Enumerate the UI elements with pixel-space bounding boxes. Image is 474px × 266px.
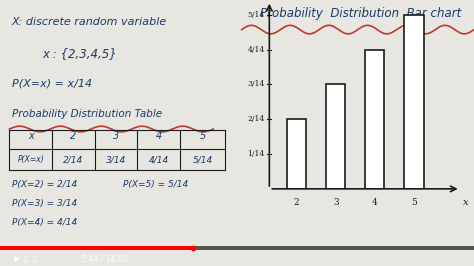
Text: x: x (28, 131, 34, 141)
Text: 4/14: 4/14 (149, 155, 169, 164)
Text: Probability Distribution Table: Probability Distribution Table (12, 109, 162, 119)
Text: 4/14: 4/14 (247, 45, 264, 53)
Text: 1/14: 1/14 (247, 150, 264, 158)
Bar (193, 246, 474, 250)
Text: 5:44 / 14:05: 5:44 / 14:05 (81, 254, 128, 263)
Text: P(X=x): P(X=x) (18, 155, 44, 164)
Text: 4: 4 (155, 131, 162, 141)
Text: X: discrete random variable: X: discrete random variable (12, 16, 167, 27)
Text: 5: 5 (411, 198, 417, 207)
Text: 3/14: 3/14 (106, 155, 126, 164)
Bar (326, 84, 346, 189)
Text: 5/14: 5/14 (192, 155, 213, 164)
Text: P(X=2) = 2/14: P(X=2) = 2/14 (12, 180, 77, 189)
Text: 3/14: 3/14 (247, 80, 264, 88)
Text: 2/14: 2/14 (247, 115, 264, 123)
Bar (0, 246, 193, 250)
Text: 2: 2 (70, 131, 77, 141)
Text: P(X=4) = 4/14: P(X=4) = 4/14 (12, 218, 77, 227)
Text: P(X=5) = 5/14: P(X=5) = 5/14 (123, 180, 189, 189)
Text: 2: 2 (294, 198, 300, 207)
Text: 5: 5 (200, 131, 206, 141)
Bar (287, 119, 306, 189)
Text: 4: 4 (372, 198, 378, 207)
Text: P(X=x) = x/14: P(X=x) = x/14 (12, 78, 92, 88)
Text: Probability  Distribution  Bar chart: Probability Distribution Bar chart (260, 7, 461, 20)
Text: ▶  ⏭  🔊: ▶ ⏭ 🔊 (14, 255, 37, 262)
Text: 2/14: 2/14 (64, 155, 83, 164)
Text: 5/14: 5/14 (247, 11, 264, 19)
Text: x : {2,3,4,5}: x : {2,3,4,5} (43, 47, 118, 60)
Text: 3: 3 (333, 198, 338, 207)
Bar (404, 15, 424, 189)
Text: 3: 3 (113, 131, 119, 141)
Bar (365, 49, 384, 189)
Text: P(X=3) = 3/14: P(X=3) = 3/14 (12, 199, 77, 208)
Text: x: x (463, 198, 468, 207)
